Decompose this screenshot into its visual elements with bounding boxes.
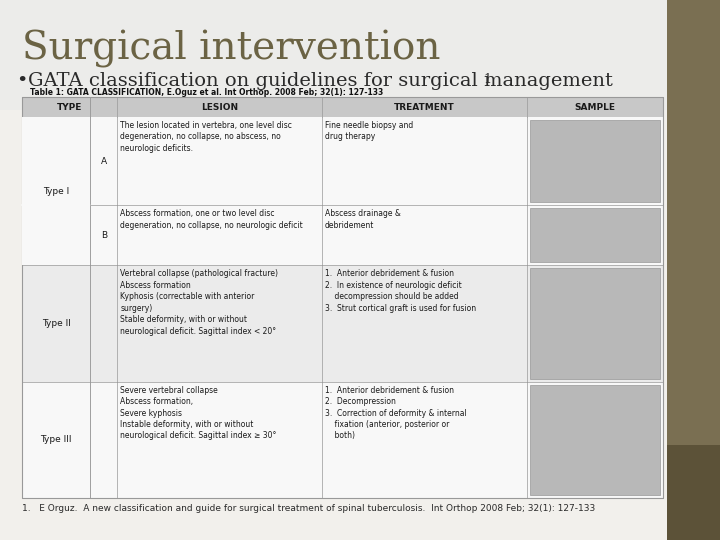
Bar — [530, 384, 660, 495]
Text: 1.  Anterior debridement & fusion
2.  In existence of neurologic deficit
    dec: 1. Anterior debridement & fusion 2. In e… — [325, 269, 476, 313]
Text: LESION: LESION — [201, 103, 238, 111]
Text: Type II: Type II — [42, 319, 71, 328]
Bar — [22, 265, 663, 382]
Text: Abscess formation, one or two level disc
degeneration, no collapse, no neurologi: Abscess formation, one or two level disc… — [120, 209, 303, 230]
Text: Type I: Type I — [43, 187, 69, 195]
Bar — [22, 117, 90, 265]
Bar — [22, 205, 663, 265]
Text: A: A — [101, 157, 107, 166]
Text: Surgical intervention: Surgical intervention — [22, 30, 441, 68]
Text: 1.  Anterior debridement & fusion
2.  Decompression
3.  Correction of deformity : 1. Anterior debridement & fusion 2. Deco… — [325, 386, 467, 441]
Bar — [667, 0, 720, 540]
Bar — [22, 97, 663, 117]
Bar — [22, 382, 663, 498]
Bar — [530, 120, 660, 202]
Text: GATA classification on guidelines for surgical management: GATA classification on guidelines for su… — [28, 72, 613, 90]
Text: The lesion located in vertebra, one level disc
degeneration, no collapse, no abs: The lesion located in vertebra, one leve… — [120, 121, 292, 153]
Text: Vertebral collapse (pathological fracture)
Abscess formation
Kyphosis (correctab: Vertebral collapse (pathological fractur… — [120, 269, 279, 336]
Text: B: B — [101, 231, 107, 240]
Bar — [530, 268, 660, 379]
Bar — [667, 445, 720, 540]
Text: 1: 1 — [483, 73, 491, 86]
Text: Severe vertebral collapse
Abscess formation,
Severe kyphosis
Instable deformity,: Severe vertebral collapse Abscess format… — [120, 386, 277, 441]
Text: Abscess drainage &
debridement: Abscess drainage & debridement — [325, 209, 401, 230]
Text: Type III: Type III — [40, 435, 72, 444]
Text: TYPE: TYPE — [57, 103, 82, 111]
Bar — [0, 0, 667, 110]
Bar — [22, 117, 663, 205]
Bar — [22, 97, 663, 498]
Text: 1.   E Orguz.  A new classification and guide for surgical treatment of spinal t: 1. E Orguz. A new classification and gui… — [22, 504, 595, 513]
Text: Table 1: GATA CLASSIFICATION, E.Oguz et al. Int Orthop. 2008 Feb; 32(1): 127-133: Table 1: GATA CLASSIFICATION, E.Oguz et … — [30, 88, 383, 97]
Text: •: • — [16, 72, 27, 90]
Text: SAMPLE: SAMPLE — [575, 103, 616, 111]
Bar — [530, 208, 660, 262]
Text: TREATMENT: TREATMENT — [394, 103, 455, 111]
Bar — [667, 390, 720, 445]
Text: Fine needle biopsy and
drug therapy: Fine needle biopsy and drug therapy — [325, 121, 413, 141]
